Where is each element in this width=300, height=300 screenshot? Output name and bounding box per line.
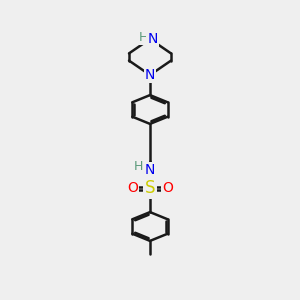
Text: O: O: [162, 182, 173, 195]
Text: N: N: [145, 68, 155, 82]
Text: N: N: [145, 164, 155, 177]
Text: N: N: [147, 32, 158, 46]
Text: H: H: [134, 160, 143, 173]
Text: S: S: [145, 179, 155, 197]
Text: H: H: [139, 31, 148, 44]
Text: O: O: [127, 182, 138, 195]
